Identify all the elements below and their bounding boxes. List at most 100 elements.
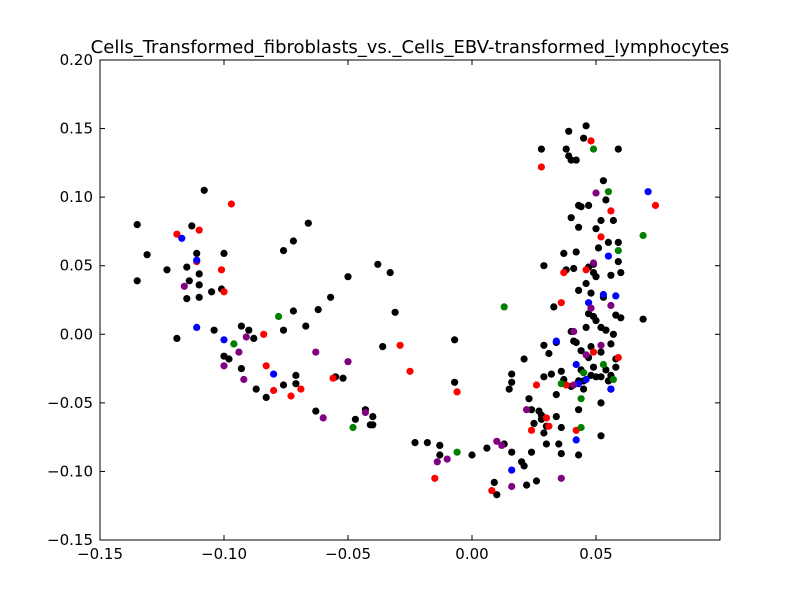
data-point bbox=[195, 226, 203, 234]
data-point bbox=[560, 269, 568, 277]
x-tick-label: 0.05 bbox=[579, 545, 612, 563]
data-point bbox=[436, 441, 444, 449]
data-point bbox=[195, 293, 203, 301]
data-point bbox=[532, 477, 541, 485]
data-point bbox=[597, 432, 605, 440]
chart-title: Cells_Transformed_fibroblasts_vs._Cells_… bbox=[91, 37, 730, 58]
data-point bbox=[572, 248, 580, 256]
data-point bbox=[592, 225, 600, 233]
data-point bbox=[312, 348, 320, 356]
data-point bbox=[614, 145, 622, 153]
data-point bbox=[609, 375, 618, 384]
data-point bbox=[451, 378, 459, 386]
data-point bbox=[525, 395, 533, 403]
data-point bbox=[567, 214, 575, 222]
data-point bbox=[262, 362, 270, 370]
data-point bbox=[406, 367, 414, 375]
data-point bbox=[173, 334, 181, 342]
data-point bbox=[557, 450, 565, 458]
data-point bbox=[327, 293, 335, 301]
y-tick-label: 0.20 bbox=[60, 51, 93, 69]
data-point bbox=[351, 415, 359, 423]
y-tick-label: −0.15 bbox=[47, 531, 93, 549]
data-point bbox=[443, 455, 451, 463]
data-point bbox=[587, 343, 595, 351]
data-point bbox=[344, 273, 352, 281]
axis-ticks: −0.15 −0.10 −0.05 0.00 0.05 −0.15 −0.10 −0.05 0.… bbox=[47, 51, 720, 563]
data-point bbox=[557, 380, 565, 388]
y-tick-label: −0.05 bbox=[47, 394, 93, 412]
data-point bbox=[580, 134, 588, 142]
data-point bbox=[508, 466, 516, 474]
data-point bbox=[225, 355, 233, 363]
data-point bbox=[617, 269, 625, 277]
data-point bbox=[597, 216, 605, 225]
data-point bbox=[557, 474, 565, 482]
data-point bbox=[540, 262, 548, 270]
data-point bbox=[589, 145, 598, 153]
data-point bbox=[592, 317, 600, 325]
x-tick-label: −0.05 bbox=[325, 545, 371, 563]
x-tick-label: 0.00 bbox=[455, 545, 488, 563]
data-point bbox=[617, 314, 625, 322]
data-point bbox=[562, 145, 570, 153]
data-point bbox=[557, 299, 565, 307]
y-tick-label: 0.10 bbox=[60, 188, 93, 206]
data-point bbox=[599, 290, 608, 299]
data-point bbox=[639, 315, 647, 323]
data-point bbox=[597, 348, 605, 356]
data-point bbox=[508, 448, 516, 456]
data-point bbox=[570, 327, 578, 336]
data-point bbox=[227, 200, 235, 208]
data-point bbox=[178, 234, 186, 242]
data-point bbox=[374, 260, 382, 268]
data-point bbox=[582, 266, 590, 274]
data-point bbox=[369, 413, 377, 421]
data-point bbox=[614, 354, 622, 362]
data-point bbox=[565, 127, 573, 135]
data-point bbox=[570, 264, 578, 273]
data-point bbox=[200, 186, 208, 194]
data-point bbox=[183, 263, 191, 271]
data-point bbox=[607, 385, 615, 393]
data-point bbox=[570, 381, 578, 389]
data-point bbox=[607, 271, 615, 279]
data-point bbox=[604, 188, 613, 196]
data-point bbox=[490, 478, 498, 486]
data-point bbox=[602, 366, 610, 374]
data-point bbox=[508, 378, 516, 386]
data-point bbox=[572, 338, 580, 347]
data-point bbox=[133, 221, 141, 229]
data-point bbox=[361, 408, 369, 417]
data-point bbox=[195, 281, 203, 289]
data-points bbox=[133, 122, 660, 499]
data-point bbox=[250, 334, 258, 342]
data-point bbox=[597, 373, 605, 381]
data-point bbox=[488, 487, 496, 495]
data-point bbox=[292, 380, 300, 388]
data-point bbox=[195, 270, 203, 278]
plot-area-frame bbox=[99, 59, 721, 541]
data-point bbox=[468, 451, 476, 459]
data-point bbox=[451, 336, 459, 344]
data-point bbox=[523, 406, 531, 414]
data-point bbox=[319, 414, 327, 422]
data-point bbox=[289, 307, 297, 315]
data-point bbox=[614, 238, 622, 246]
data-point bbox=[592, 273, 600, 281]
data-point bbox=[483, 444, 491, 452]
data-point bbox=[279, 326, 288, 334]
data-point bbox=[183, 295, 191, 303]
data-point bbox=[240, 375, 248, 384]
data-point bbox=[279, 247, 288, 255]
data-point bbox=[297, 385, 305, 393]
data-point bbox=[612, 363, 620, 371]
x-tick-label: −0.10 bbox=[201, 545, 247, 563]
data-point bbox=[612, 292, 620, 300]
data-point bbox=[597, 399, 605, 407]
data-point bbox=[602, 326, 610, 334]
data-point bbox=[614, 247, 622, 255]
data-point bbox=[651, 201, 660, 209]
